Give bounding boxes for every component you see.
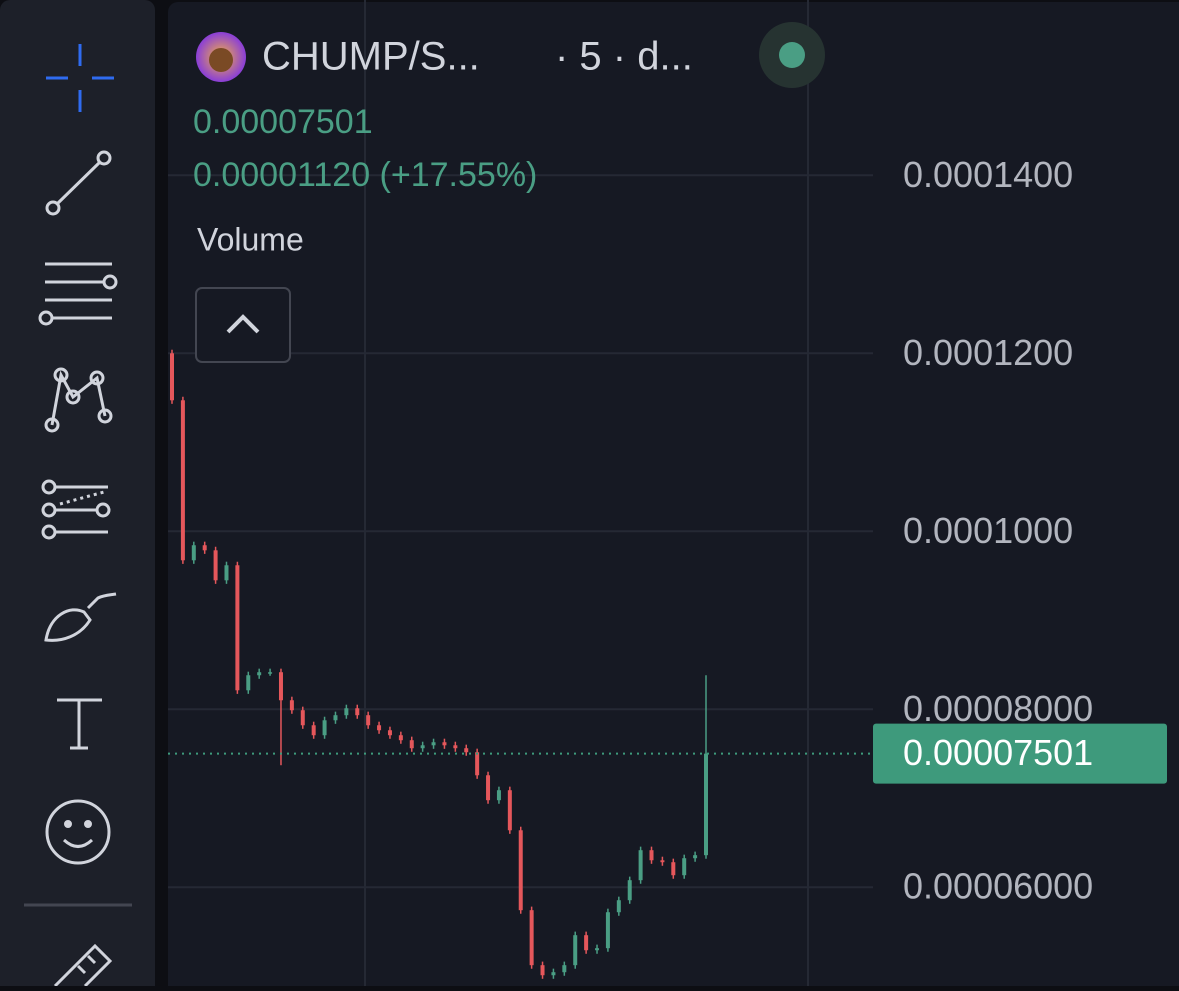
- toolbar-icons[interactable]: [24, 44, 132, 988]
- y-tick-label: 0.0001000: [903, 510, 1073, 551]
- candle-body: [660, 860, 665, 863]
- chevron-icon: [226, 314, 260, 334]
- candle-body: [638, 850, 643, 881]
- candle-body: [289, 700, 294, 711]
- candle-body: [704, 753, 708, 856]
- candle-body: [486, 775, 491, 801]
- candle-body: [355, 708, 360, 716]
- candle-body: [257, 672, 262, 676]
- candle-body: [671, 862, 676, 876]
- toolbar: [0, 0, 155, 991]
- candle-body: [377, 725, 382, 731]
- change: 0.00001120 (+17.55%): [193, 156, 537, 194]
- candle-body: [191, 545, 196, 561]
- last-price-label: 0.00007501: [903, 732, 1093, 773]
- candle-body: [649, 850, 654, 861]
- candle-body: [180, 400, 185, 561]
- y-tick-label: 0.00006000: [903, 866, 1093, 907]
- candle-body: [627, 880, 632, 901]
- candle-body: [322, 720, 327, 736]
- candle-body: [268, 672, 273, 674]
- plot-area: 0.00014000.00012000.00010000.000080000.0…: [168, 0, 1167, 986]
- candle-body: [235, 565, 240, 691]
- candle-body: [246, 675, 251, 691]
- candle-body: [496, 790, 501, 801]
- candle-body: [333, 715, 338, 721]
- candle-body: [616, 900, 621, 913]
- status-dot: [779, 42, 805, 68]
- candle-body: [693, 855, 698, 859]
- candle-body: [605, 912, 610, 949]
- candle-body: [311, 725, 316, 736]
- collapse-button[interactable]: [195, 287, 291, 363]
- candle-body: [584, 935, 589, 951]
- candle-body: [453, 745, 458, 749]
- y-tick-label: 0.0001200: [903, 332, 1073, 373]
- candle-body: [224, 565, 229, 581]
- candle-body: [278, 672, 283, 701]
- y-tick-label: 0.0001400: [903, 154, 1073, 195]
- candle-body: [344, 708, 349, 716]
- pair-name: CHUMP/S...: [262, 35, 480, 79]
- candle-body: [420, 745, 425, 749]
- chart-panel: [168, 2, 1179, 991]
- token-logo-face: [209, 48, 233, 72]
- candle-body: [202, 545, 207, 551]
- price: 0.00007501: [193, 103, 373, 141]
- candle-body: [431, 742, 436, 746]
- candle-body: [464, 748, 469, 753]
- candle-body: [529, 910, 534, 966]
- candle-body: [682, 858, 687, 876]
- candle-body: [213, 550, 218, 581]
- candle-body: [398, 735, 403, 741]
- candle-body: [366, 715, 371, 726]
- candle-body: [300, 710, 305, 726]
- candle-body: [551, 972, 556, 976]
- indicator-name: Volume: [197, 221, 304, 257]
- candle-body: [573, 935, 578, 966]
- candle-body: [540, 965, 545, 976]
- interval: · 5 · d...: [555, 35, 693, 79]
- candle-body: [475, 752, 480, 776]
- candle-body: [442, 742, 447, 746]
- candle-body: [170, 353, 174, 401]
- candle-body: [518, 830, 523, 911]
- y-tick-label: 0.00008000: [903, 688, 1093, 729]
- candle-body: [595, 948, 600, 951]
- candle-body: [562, 965, 567, 973]
- candle-body: [507, 790, 512, 831]
- last-price-tag: [873, 723, 1167, 784]
- candle-body: [387, 730, 392, 736]
- candle-body: [409, 740, 414, 749]
